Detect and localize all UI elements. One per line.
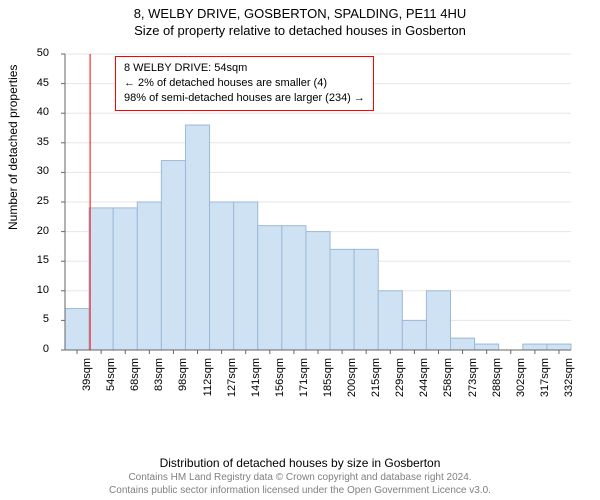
attribution-line: Contains HM Land Registry data © Crown c…: [0, 472, 600, 485]
legend-line: ← 2% of detached houses are smaller (4): [124, 76, 365, 91]
y-tick-label: 35: [29, 136, 49, 148]
x-tick-label: 39sqm: [81, 358, 93, 408]
y-tick-label: 20: [29, 225, 49, 237]
x-tick-label: 215sqm: [370, 358, 382, 408]
x-tick-label: 273sqm: [467, 358, 479, 408]
x-tick-label: 229sqm: [394, 358, 406, 408]
page-title: 8, WELBY DRIVE, GOSBERTON, SPALDING, PE1…: [0, 0, 600, 21]
x-tick-label: 112sqm: [202, 358, 214, 408]
x-tick-label: 68sqm: [129, 358, 141, 408]
x-tick-label: 141sqm: [250, 358, 262, 408]
y-tick-label: 30: [29, 165, 49, 177]
x-tick-label: 200sqm: [346, 358, 358, 408]
x-tick-label: 127sqm: [226, 358, 238, 408]
x-tick-label: 54sqm: [105, 358, 117, 408]
x-tick-label: 317sqm: [539, 358, 551, 408]
legend-line: 98% of semi-detached houses are larger (…: [124, 91, 365, 106]
x-tick-label: 288sqm: [491, 358, 503, 408]
plot-area: 05101520253035404550 39sqm54sqm68sqm83sq…: [55, 50, 575, 410]
x-tick-label: 98sqm: [177, 358, 189, 408]
legend-box: 8 WELBY DRIVE: 54sqm← 2% of detached hou…: [115, 56, 374, 111]
x-axis-label: Distribution of detached houses by size …: [0, 456, 600, 470]
chart-subtitle: Size of property relative to detached ho…: [0, 21, 600, 38]
x-tick-label: 171sqm: [298, 358, 310, 408]
x-tick-label: 83sqm: [153, 358, 165, 408]
x-tick-label: 258sqm: [442, 358, 454, 408]
x-tick-label: 244sqm: [418, 358, 430, 408]
y-tick-label: 40: [29, 106, 49, 118]
y-tick-label: 0: [29, 343, 49, 355]
y-tick-label: 50: [29, 47, 49, 59]
chart-container: 8, WELBY DRIVE, GOSBERTON, SPALDING, PE1…: [0, 0, 600, 500]
attribution-text: Contains HM Land Registry data © Crown c…: [0, 472, 600, 497]
y-tick-label: 5: [29, 313, 49, 325]
y-tick-label: 45: [29, 77, 49, 89]
legend-line: 8 WELBY DRIVE: 54sqm: [124, 61, 365, 76]
attribution-line: Contains public sector information licen…: [0, 485, 600, 498]
y-tick-label: 15: [29, 254, 49, 266]
x-tick-label: 185sqm: [322, 358, 334, 408]
x-tick-label: 156sqm: [274, 358, 286, 408]
y-tick-label: 10: [29, 284, 49, 296]
y-axis-label: Number of detached properties: [6, 65, 20, 230]
y-tick-label: 25: [29, 195, 49, 207]
x-tick-label: 332sqm: [563, 358, 575, 408]
x-tick-label: 302sqm: [515, 358, 527, 408]
